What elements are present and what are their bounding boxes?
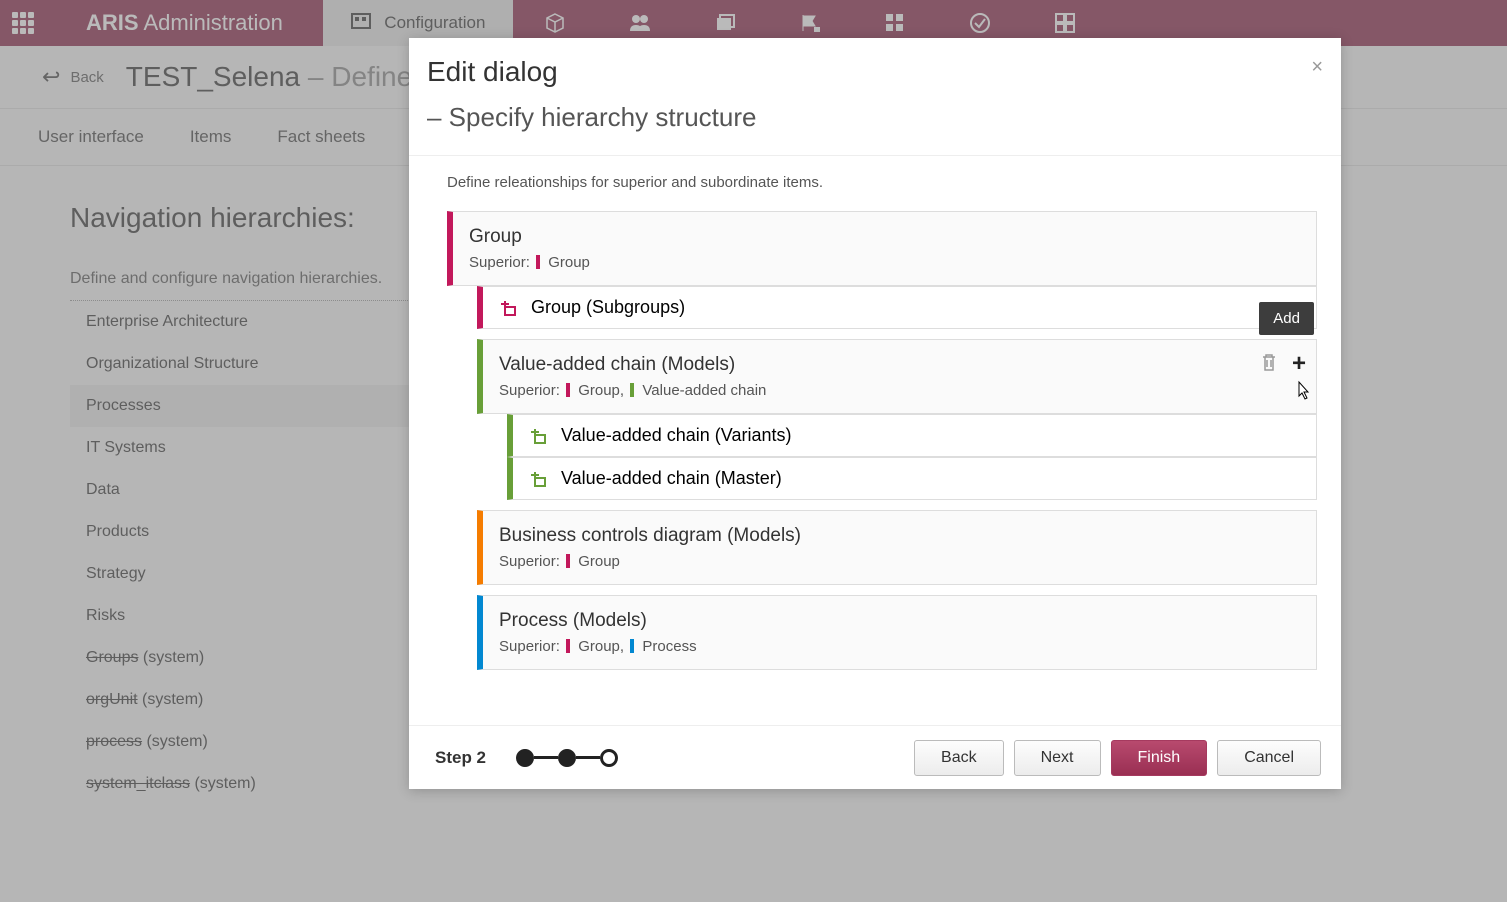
leaf-title: Value-added chain (Variants) — [561, 425, 791, 446]
dialog-description: Define releationships for superior and s… — [447, 174, 1317, 191]
card-title: Value-added chain (Models) — [499, 354, 1298, 376]
dialog-header: Edit dialog – Specify hierarchy structur… — [409, 38, 1341, 155]
dialog-subtitle: – Specify hierarchy structure — [427, 102, 1317, 133]
step-2-dot — [558, 749, 576, 767]
card-title: Group — [469, 226, 1298, 248]
card-superior: Superior: Group, Process — [499, 638, 1298, 655]
step-1-dot — [516, 749, 534, 767]
close-icon[interactable]: × — [1311, 56, 1323, 79]
hierarchy-card[interactable]: Add+Value-added chain (Models)Superior: … — [477, 339, 1317, 414]
dialog-footer: Step 2 Back Next Finish Cancel — [409, 725, 1341, 789]
step-indicator — [516, 749, 618, 767]
finish-button[interactable]: Finish — [1111, 740, 1208, 776]
next-button[interactable]: Next — [1014, 740, 1101, 776]
hierarchy-card[interactable]: Process (Models) Superior: Group, Process — [477, 595, 1317, 670]
hierarchy-card[interactable]: Business controls diagram (Models) Superi… — [477, 510, 1317, 585]
card-superior: Superior: Group — [499, 553, 1298, 570]
hierarchy-leaf[interactable]: Value-added chain (Variants) — [507, 414, 1317, 457]
hierarchy-card-group[interactable]: Group Superior: Group — [447, 211, 1317, 286]
leaf-title: Group (Subgroups) — [531, 297, 685, 318]
delete-icon[interactable] — [1260, 352, 1278, 377]
back-button[interactable]: Back — [914, 740, 1004, 776]
leaf-title: Value-added chain (Master) — [561, 468, 782, 489]
card-superior: Superior: Group, Value-added chain — [499, 382, 1298, 399]
hierarchy-leaf[interactable]: Group (Subgroups) — [477, 286, 1317, 329]
card-title: Process (Models) — [499, 610, 1298, 632]
card-superior: Superior: Group — [469, 254, 1298, 271]
dialog-title: Edit dialog — [427, 56, 1317, 88]
cancel-button[interactable]: Cancel — [1217, 740, 1321, 776]
add-tooltip: Add — [1259, 302, 1314, 335]
step-label: Step 2 — [435, 748, 486, 768]
card-title: Business controls diagram (Models) — [499, 525, 1298, 547]
dialog-body: Define releationships for superior and s… — [409, 155, 1341, 725]
step-3-dot — [600, 749, 618, 767]
edit-dialog: Edit dialog – Specify hierarchy structur… — [409, 38, 1341, 789]
add-icon[interactable]: + — [1292, 350, 1306, 378]
hierarchy-leaf[interactable]: Value-added chain (Master) — [507, 457, 1317, 500]
